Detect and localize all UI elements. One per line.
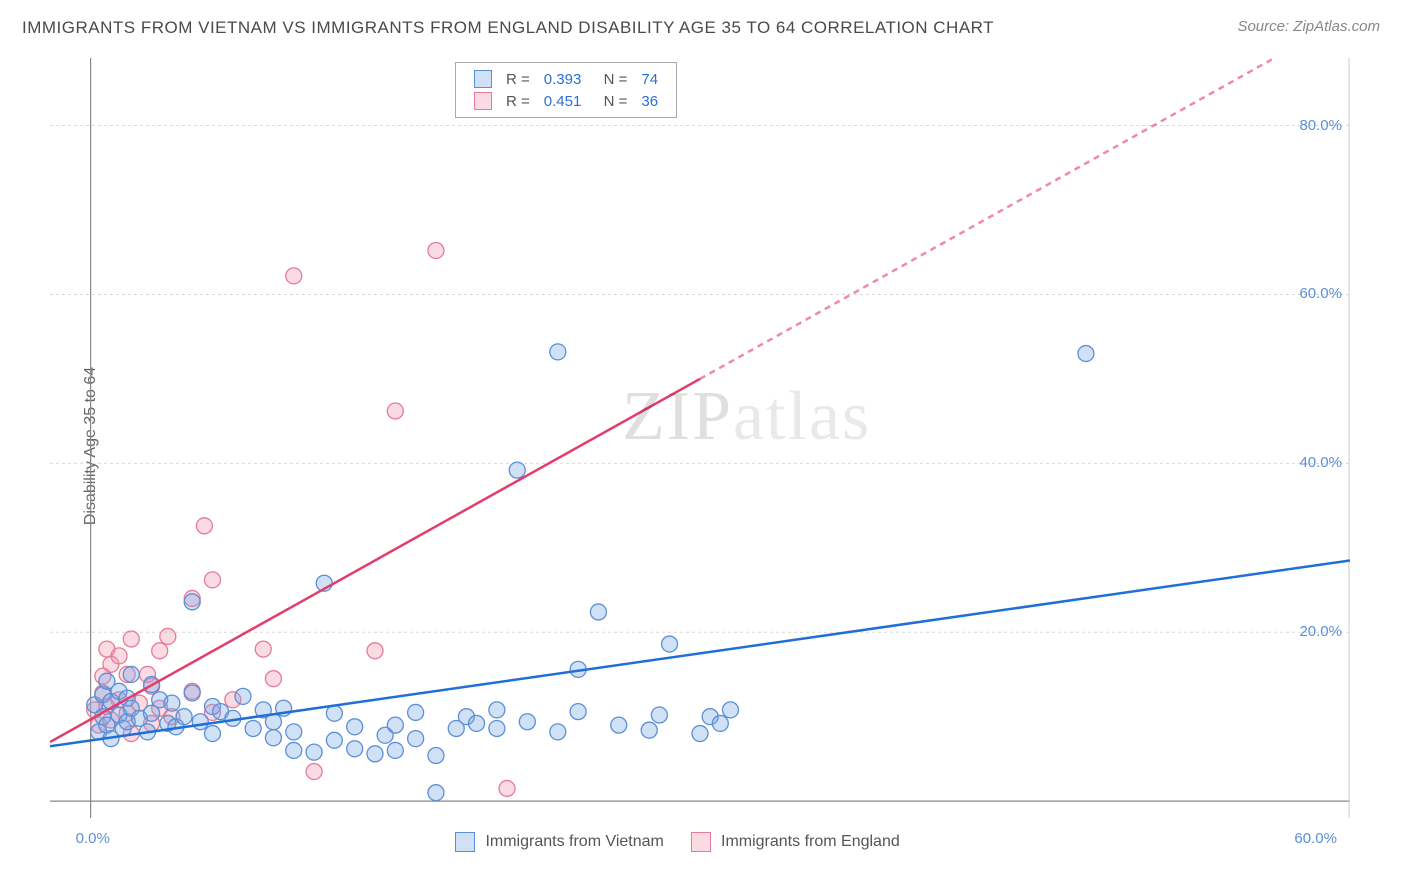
- n-label: N =: [589, 69, 633, 89]
- y-tick-label: 20.0%: [1299, 623, 1342, 640]
- r-label: R =: [500, 91, 536, 111]
- series-legend: Immigrants from Vietnam Immigrants from …: [455, 832, 900, 852]
- n-label: N =: [589, 91, 633, 111]
- source-attribution: Source: ZipAtlas.com: [1237, 18, 1380, 35]
- swatch-england: [691, 832, 711, 852]
- r-value-england: 0.451: [538, 91, 588, 111]
- scatter-plot: [50, 58, 1350, 818]
- stats-row-vietnam: R = 0.393 N = 74: [468, 69, 664, 89]
- swatch-vietnam: [455, 832, 475, 852]
- legend-label-england: Immigrants from England: [721, 833, 900, 850]
- n-value-vietnam: 74: [635, 69, 664, 89]
- x-tick-label: 0.0%: [76, 830, 110, 847]
- legend-label-vietnam: Immigrants from Vietnam: [485, 833, 663, 850]
- chart-title: IMMIGRANTS FROM VIETNAM VS IMMIGRANTS FR…: [22, 18, 994, 38]
- chart-container: IMMIGRANTS FROM VIETNAM VS IMMIGRANTS FR…: [0, 0, 1406, 892]
- y-tick-label: 60.0%: [1299, 285, 1342, 302]
- swatch-england: [474, 92, 492, 110]
- stats-row-england: R = 0.451 N = 36: [468, 91, 664, 111]
- r-label: R =: [500, 69, 536, 89]
- n-value-england: 36: [635, 91, 664, 111]
- r-value-vietnam: 0.393: [538, 69, 588, 89]
- x-tick-label: 60.0%: [1294, 830, 1337, 847]
- stats-legend: R = 0.393 N = 74 R = 0.451 N = 36: [455, 62, 677, 118]
- y-tick-label: 80.0%: [1299, 117, 1342, 134]
- y-tick-label: 40.0%: [1299, 454, 1342, 471]
- swatch-vietnam: [474, 70, 492, 88]
